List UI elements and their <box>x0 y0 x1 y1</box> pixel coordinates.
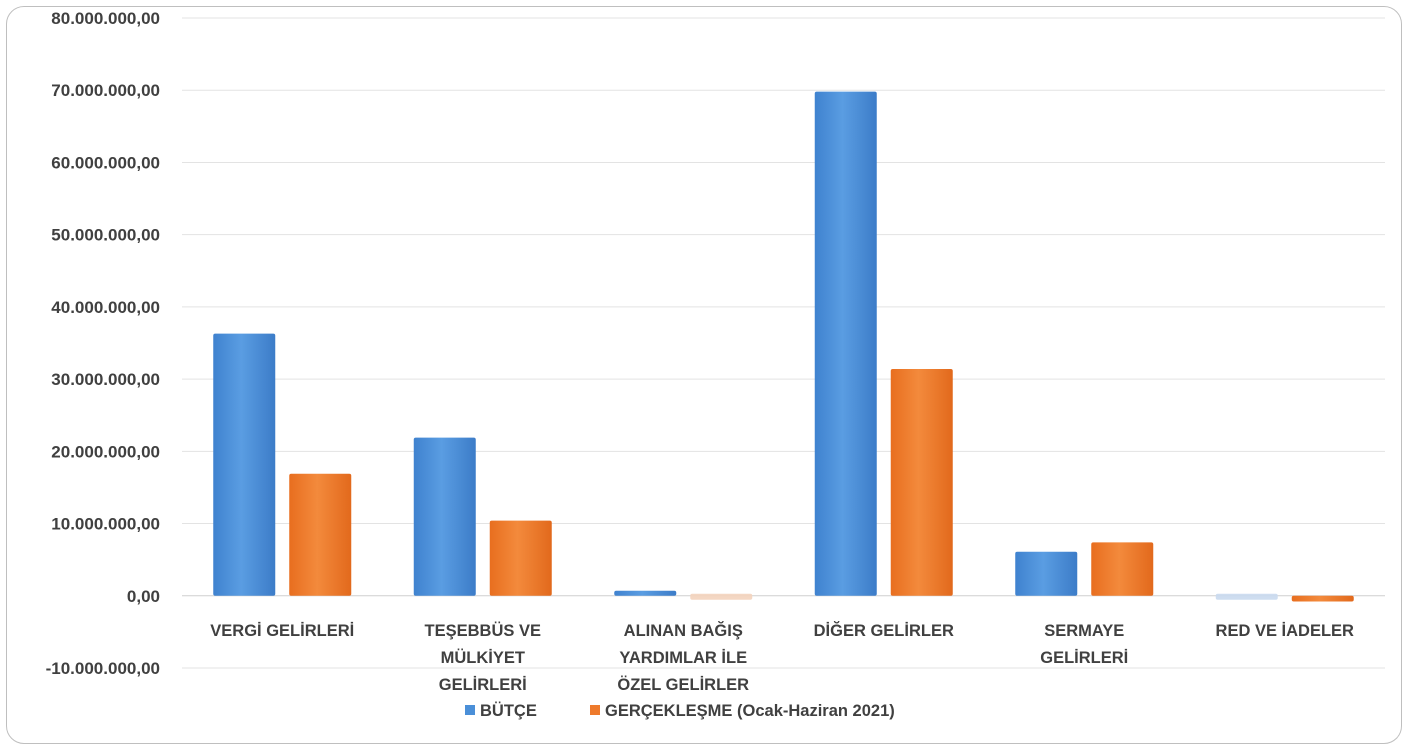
category-label: RED VE İADELER <box>1216 622 1355 640</box>
grid-lines <box>182 17 1385 669</box>
y-tick-label: 80.000.000,00 <box>51 9 160 28</box>
bar-gerceklesme <box>489 520 552 596</box>
bar-butce <box>213 333 276 596</box>
y-tick-label: 20.000.000,00 <box>51 442 160 461</box>
y-tick-label: -10.000.000,00 <box>46 659 160 678</box>
bar-butce <box>413 437 476 596</box>
category-label: GELİRLERİ <box>1040 649 1128 667</box>
y-tick-label: 50.000.000,00 <box>51 226 160 245</box>
category-label: SERMAYE <box>1044 622 1124 640</box>
y-tick-label: 0,00 <box>127 587 160 606</box>
bar-butce <box>1015 551 1078 596</box>
bar-gerceklesme <box>1091 542 1154 596</box>
category-label: DİĞER GELİRLER <box>814 621 954 640</box>
bar-butce <box>1215 593 1278 600</box>
bars <box>213 91 1354 602</box>
y-tick-label: 40.000.000,00 <box>51 298 160 317</box>
bar-gerceklesme <box>1291 595 1354 602</box>
legend-swatch <box>590 705 600 715</box>
legend: BÜTÇE GERÇEKLEŞME (Ocak-Haziran 2021) <box>465 701 895 720</box>
category-label: YARDIMLAR İLE <box>619 649 747 667</box>
bar-gerceklesme <box>890 369 953 596</box>
legend-label: BÜTÇE <box>480 701 537 720</box>
y-tick-label: 30.000.000,00 <box>51 370 160 389</box>
bar-gerceklesme <box>289 473 352 596</box>
category-label: ALINAN BAĞIŞ <box>624 621 743 640</box>
bar-butce <box>814 91 877 596</box>
bar-gerceklesme <box>690 593 753 600</box>
y-tick-label: 60.000.000,00 <box>51 153 160 172</box>
legend-swatch <box>465 705 475 715</box>
x-axis-category-labels: VERGİ GELİRLERİ TEŞEBBÜS VE MÜLKİYET GELİRL… <box>210 621 1354 694</box>
legend-label: GERÇEKLEŞME (Ocak-Haziran 2021) <box>605 702 895 720</box>
y-tick-label: 10.000.000,00 <box>51 515 160 534</box>
category-label: VERGİ GELİRLERİ <box>210 622 354 640</box>
category-label: GELİRLERİ <box>439 676 527 694</box>
y-tick-label: 70.000.000,00 <box>51 81 160 100</box>
category-label: MÜLKİYET <box>441 648 525 667</box>
category-label: ÖZEL GELİRLER <box>617 675 749 694</box>
category-label: TEŞEBBÜS VE <box>425 621 541 640</box>
y-axis-tick-labels: 80.000.000,00 70.000.000,00 60.000.000,00 5… <box>46 9 160 678</box>
bar-butce <box>614 590 677 596</box>
